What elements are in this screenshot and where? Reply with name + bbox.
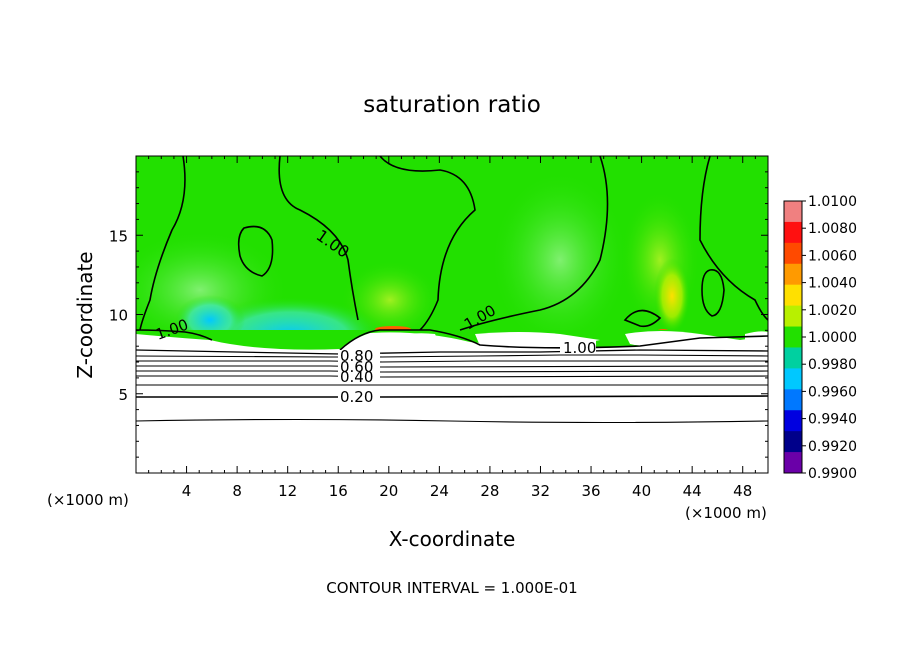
colorbar-label: 1.0100 — [808, 194, 857, 210]
x-tick-label: 4 — [182, 482, 192, 500]
contour-1.00 — [623, 309, 662, 328]
colorbar-label: 0.9980 — [808, 357, 857, 373]
colorbar-segment — [784, 242, 802, 265]
y-axis: 5 10 15 — [109, 171, 768, 458]
field-light-region — [490, 170, 630, 350]
contour-1.00 — [379, 156, 476, 331]
contour-0.10 — [136, 418, 768, 424]
contour-label-bg — [560, 340, 596, 354]
cloud-base-gap — [370, 333, 436, 348]
x-axis: 4 8 12 16 20 24 28 32 36 40 44 48 — [148, 156, 756, 500]
cloud-base-gap — [745, 331, 768, 346]
colorbar-label: 1.0020 — [808, 303, 857, 319]
chart-title: saturation ratio — [363, 92, 541, 118]
x-tick-label: 12 — [278, 482, 297, 500]
colorbar-segment — [784, 347, 802, 369]
colorbar-label: 0.9940 — [808, 412, 857, 428]
field-maximum-region — [654, 258, 690, 334]
contour-label: 0.40 — [340, 368, 373, 386]
x-tick-label: 8 — [232, 482, 242, 500]
colorbar-segment — [784, 452, 802, 474]
x-tick-label: 20 — [379, 482, 398, 500]
x-tick-label: 48 — [733, 482, 752, 500]
subsaturated-layer — [136, 330, 768, 473]
contour-lines — [136, 156, 768, 424]
colorbar-segment — [784, 368, 802, 390]
colorbar-label: 1.0040 — [808, 276, 857, 292]
colorbar-label: 1.0000 — [808, 330, 857, 346]
contour-interval-note: CONTOUR INTERVAL = 1.000E-01 — [326, 579, 577, 597]
colorbar-segment — [784, 201, 802, 223]
contour-1.00 — [139, 156, 186, 331]
colorbar-segment — [784, 305, 802, 328]
contour-0.90 — [136, 349, 768, 355]
contour-label: 1.00 — [563, 339, 596, 357]
colorbar-label: 0.9920 — [808, 439, 857, 455]
plot-area: 1.00 1.00 1.00 1.00 0.80 0.60 0.40 0.20 — [136, 156, 768, 473]
x-unit-label-left: (×1000 m) — [47, 491, 129, 509]
x-tick-label: 24 — [430, 482, 449, 500]
contour-1.00 — [237, 225, 274, 277]
colorbar-label: 0.9960 — [808, 384, 857, 400]
x-tick-label: 44 — [683, 482, 702, 500]
x-unit-label-right: (×1000 m) — [685, 504, 767, 522]
colorbar: 1.0100 1.0080 1.0060 1.0040 1.0020 1.0000 0.99… — [783, 194, 857, 482]
y-tick-label: 15 — [109, 227, 128, 245]
colorbar-label: 1.0080 — [808, 221, 857, 237]
x-axis-label: X-coordinate — [389, 527, 516, 551]
y-axis-label: Z-coordinate — [73, 251, 97, 378]
contour-0.80 — [136, 354, 768, 358]
colorbar-segment — [784, 410, 802, 432]
colorbar-segment — [784, 431, 802, 453]
colorbar-segment — [784, 389, 802, 411]
contour-1.00 — [699, 156, 768, 321]
x-tick-label: 36 — [581, 482, 600, 500]
contour-label-bg — [338, 388, 380, 404]
y-tick-label: 10 — [109, 307, 128, 325]
contour-1.00 — [136, 329, 213, 341]
y-tick-label: 5 — [118, 386, 128, 404]
contour-label: 0.20 — [340, 388, 373, 406]
contour-1.00 — [278, 156, 359, 321]
x-tick-label: 16 — [329, 482, 348, 500]
colorbar-segment — [784, 326, 802, 348]
contour-label: 0.80 — [340, 347, 373, 365]
x-tick-label: 40 — [632, 482, 651, 500]
colorbar-segment — [784, 263, 802, 286]
contour-1.00 — [701, 269, 725, 317]
x-tick-label: 28 — [480, 482, 499, 500]
colorbar-segment — [784, 221, 802, 244]
contour-label-bg — [338, 350, 380, 384]
contour-1.00 — [459, 156, 609, 331]
contour-label: 0.60 — [340, 358, 373, 376]
cloud-base-lobes — [136, 330, 768, 350]
x-tick-label: 32 — [531, 482, 550, 500]
colorbar-segment — [784, 284, 802, 307]
colorbar-label: 0.9900 — [808, 466, 857, 482]
colorbar-label: 1.0060 — [808, 248, 857, 264]
